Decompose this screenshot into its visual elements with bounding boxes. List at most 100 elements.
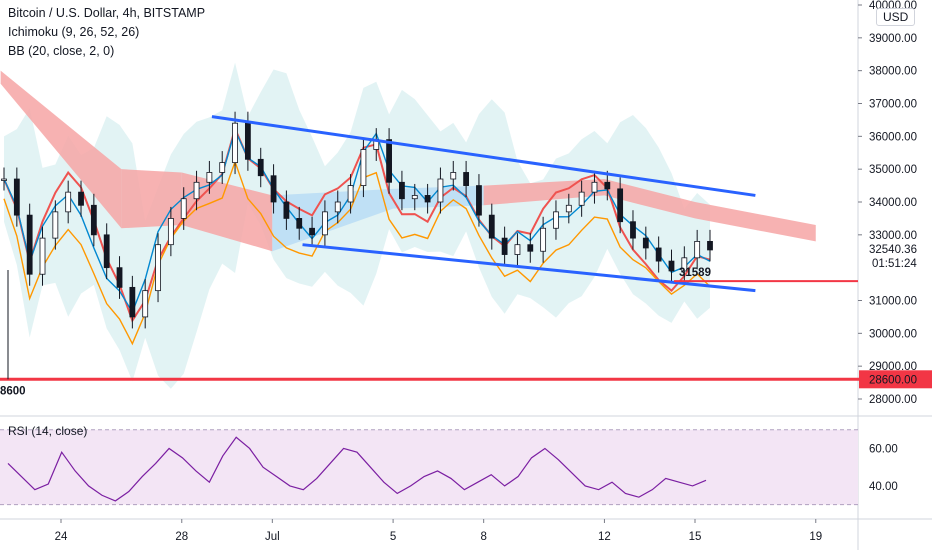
candle-body[interactable] (90, 204, 97, 236)
candle-body[interactable] (65, 191, 72, 213)
candle-body[interactable] (103, 234, 110, 269)
candle-body[interactable] (591, 181, 598, 193)
candle-body[interactable] (309, 227, 315, 236)
price-tick-label: 36000.00 (869, 131, 917, 143)
candle-body[interactable] (129, 286, 136, 318)
candle-body[interactable] (553, 211, 559, 229)
rsi-tick-label: 40.00 (869, 481, 898, 493)
current-price-label: 32540.36 (869, 244, 917, 256)
candle-body[interactable] (476, 185, 482, 216)
candle-body[interactable] (450, 172, 457, 180)
candle-body[interactable] (488, 214, 495, 239)
candle-body[interactable] (630, 221, 636, 239)
candle-body[interactable] (463, 172, 470, 186)
candle-body[interactable] (26, 214, 33, 275)
rsi-tick-label: 60.00 (869, 443, 898, 455)
candle-body[interactable] (707, 240, 713, 251)
candle-body[interactable] (681, 257, 688, 272)
candle-body[interactable] (604, 181, 611, 190)
support-price-label: 28600.00 (869, 374, 917, 386)
candle-body[interactable] (193, 181, 200, 200)
candle-body[interactable] (399, 181, 405, 200)
candle-body[interactable] (52, 211, 59, 239)
time-tick-label: 19 (809, 531, 822, 543)
candle-body[interactable] (668, 260, 675, 272)
support-left-label: 8600 (0, 385, 26, 397)
trend-line-lower[interactable] (302, 243, 756, 293)
candle-body[interactable] (180, 198, 187, 219)
ichimoku-cloud-segment (604, 179, 695, 219)
price-tick-label: 39000.00 (869, 33, 917, 45)
price-tick-label: 30000.00 (869, 328, 917, 340)
rsi-line[interactable] (7, 436, 707, 502)
candle-body[interactable] (565, 204, 572, 213)
candle-body[interactable] (322, 211, 328, 236)
candle-body[interactable] (244, 122, 251, 160)
candle-body[interactable] (78, 191, 84, 206)
candle-body[interactable] (167, 218, 174, 246)
candle-body[interactable] (296, 218, 303, 229)
price-tick-label: 33000.00 (869, 230, 917, 242)
current-price-badge[interactable] (860, 239, 932, 270)
candle-body[interactable] (424, 195, 431, 203)
price-tick-label: 34000.00 (869, 197, 917, 209)
candle-body[interactable] (219, 162, 226, 173)
candle-body[interactable] (437, 178, 444, 203)
candle-body[interactable] (39, 237, 46, 275)
candle-body[interactable] (232, 122, 238, 163)
time-tick-label: 12 (598, 531, 611, 543)
rsi-band (0, 429, 858, 505)
price-tick-label: 31000.00 (869, 296, 917, 308)
candle-body[interactable] (642, 237, 649, 249)
candle-body[interactable] (501, 237, 508, 255)
candle-body[interactable] (206, 172, 213, 183)
candle-body[interactable] (360, 149, 367, 186)
time-tick-label: 15 (689, 531, 702, 543)
support-price-badge[interactable] (859, 370, 932, 389)
time-tick-label: Jul (265, 531, 280, 543)
symbol-title: Bitcoin / U.S. Dollar, 4h, BITSTAMP (8, 6, 206, 20)
time-tick-label: 8 (480, 531, 486, 543)
lagging-span (3, 128, 711, 314)
ichimoku-cloud-segment (0, 70, 122, 229)
candle-body[interactable] (155, 244, 161, 292)
price-tick-label: 29000.00 (869, 361, 917, 373)
base-line (3, 125, 711, 323)
candle-body[interactable] (13, 178, 20, 216)
candle-body[interactable] (617, 188, 624, 223)
countdown-label: 01:51:24 (872, 258, 917, 270)
conversion-line (3, 159, 711, 346)
price-tick-label: 28000.00 (869, 394, 917, 406)
candle-body[interactable] (270, 175, 277, 203)
candle-body[interactable] (116, 267, 123, 288)
time-tick-label: 5 (390, 531, 396, 543)
bb-legend[interactable]: BB (20, close, 2, 0) (8, 44, 115, 58)
candle-body[interactable] (578, 191, 585, 206)
rsi-legend[interactable]: RSI (14, close) (8, 424, 88, 438)
candle-body[interactable] (1, 178, 7, 181)
candle-body[interactable] (283, 201, 290, 219)
price-tick-label: 38000.00 (869, 66, 917, 78)
time-tick-label: 24 (55, 531, 68, 543)
candle-body[interactable] (514, 244, 521, 255)
candle-body[interactable] (257, 158, 264, 177)
price-tick-label: 37000.00 (869, 99, 917, 111)
currency-badge[interactable]: USD (876, 8, 916, 26)
candle-body[interactable] (411, 195, 418, 200)
time-tick-label: 28 (175, 531, 188, 543)
candle-body[interactable] (386, 139, 392, 183)
ichimoku-legend[interactable]: Ichimoku (9, 26, 52, 26) (8, 25, 140, 39)
candle-body[interactable] (527, 244, 534, 252)
ichimoku-cloud-segment (695, 202, 816, 242)
ichimoku-cloud-segment (121, 169, 182, 229)
candle-body[interactable] (347, 185, 354, 203)
bollinger-band (4, 62, 710, 389)
candle-body[interactable] (694, 240, 701, 259)
ichimoku-cloud-segment (272, 188, 394, 252)
candle-body[interactable] (142, 290, 149, 318)
candle-body[interactable] (655, 247, 662, 262)
trend-line-upper[interactable] (211, 115, 756, 197)
candle-body[interactable] (540, 227, 547, 252)
candle-body[interactable] (334, 201, 341, 213)
